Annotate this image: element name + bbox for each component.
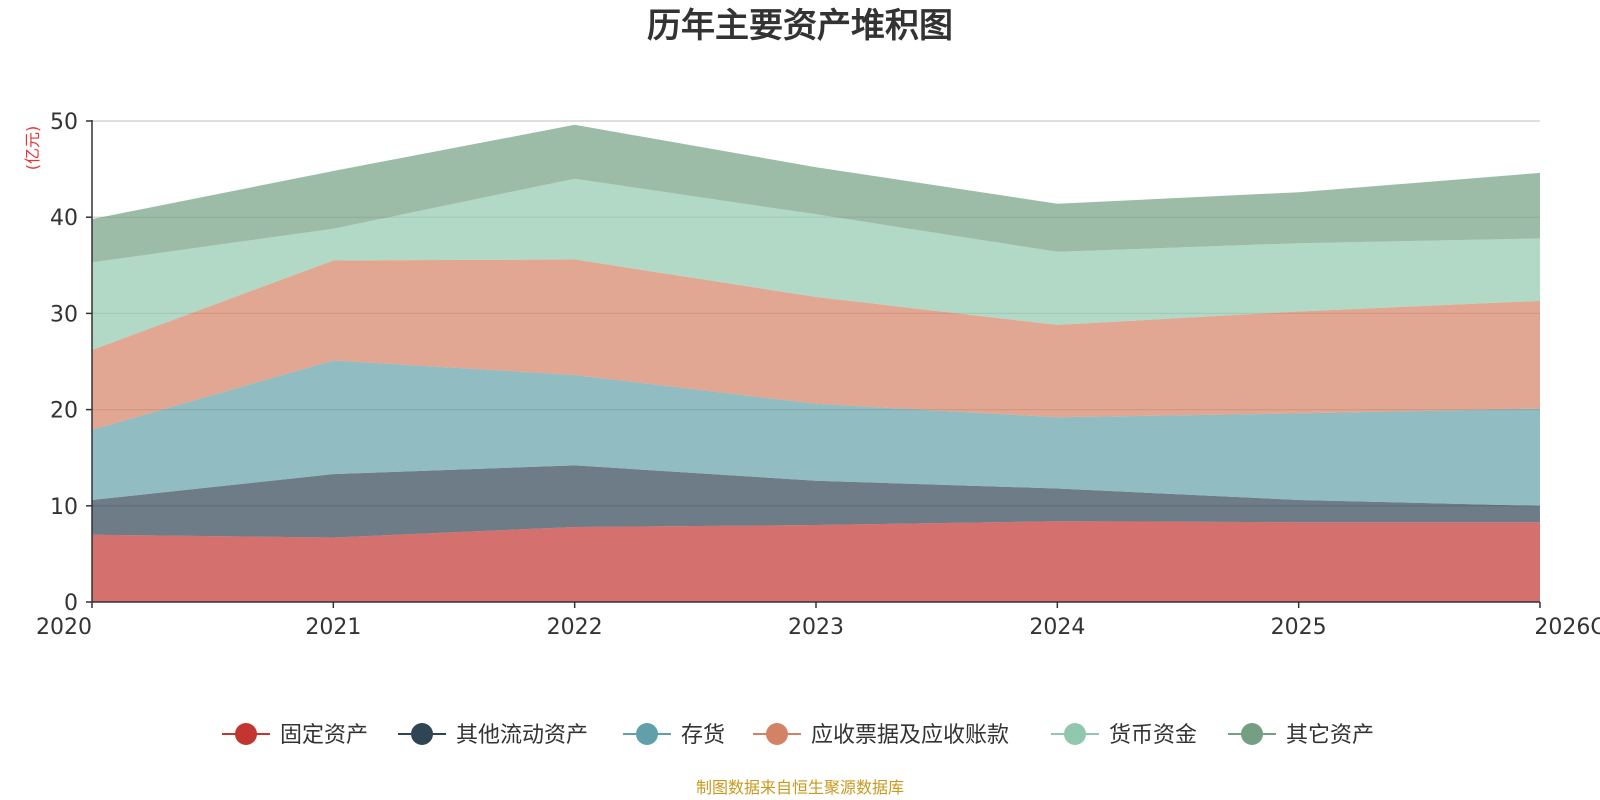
legend-item-2[interactable]: 存货: [623, 723, 725, 748]
y-tick-label-0: 0: [64, 591, 78, 616]
x-tick-label-2: 2022: [547, 615, 603, 640]
area-series-4: [92, 178, 1540, 350]
area-series-3: [92, 259, 1540, 430]
legend-label: 固定资产: [280, 723, 368, 748]
legend-label: 货币资金: [1109, 723, 1197, 748]
y-tick-label-30: 30: [50, 302, 78, 327]
x-tick-label-5: 2025: [1271, 615, 1327, 640]
y-tick-label-50: 50: [50, 110, 78, 135]
y-tick-label-20: 20: [50, 399, 78, 424]
legend-label: 应收票据及应收账款: [811, 723, 1009, 748]
data-source-note: 制图数据来自恒生聚源数据库: [696, 778, 904, 797]
x-tick-label-1: 2021: [305, 615, 361, 640]
legend-marker: [235, 723, 257, 745]
legend-marker: [411, 723, 433, 745]
legend-item-5[interactable]: 其它资产: [1228, 723, 1374, 748]
legend-label: 其它资产: [1286, 723, 1374, 748]
legend-item-3[interactable]: 应收票据及应收账款: [753, 723, 1009, 748]
legend-item-1[interactable]: 其他流动资产: [398, 723, 588, 748]
area-series-1: [92, 465, 1540, 538]
legend: 固定资产 其他流动资产 存货 应收票据及应收账款 货币资金 其它资产: [222, 723, 1374, 748]
area-series-0: [92, 521, 1540, 602]
chart-title: 历年主要资产堆积图: [647, 6, 953, 46]
legend-label: 其他流动资产: [456, 723, 588, 748]
x-tick-label-6: 2026Q1: [1534, 615, 1600, 640]
x-tick-label-3: 2023: [788, 615, 844, 640]
legend-marker: [1064, 723, 1086, 745]
y-tick-label-40: 40: [50, 206, 78, 231]
x-tick-label-0: 2020: [36, 615, 92, 640]
axes: 0 10 20 30 40 50 2020 2021 2022 2023 2024 2025 2026Q…: [36, 110, 1600, 640]
legend-item-4[interactable]: 货币资金: [1051, 723, 1197, 748]
legend-label: 存货: [681, 723, 725, 748]
area-series-5: [92, 124, 1540, 263]
area-series-group: [92, 124, 1540, 602]
legend-marker: [636, 723, 658, 745]
area-series-2: [92, 360, 1540, 506]
y-tick-label-10: 10: [50, 495, 78, 520]
x-tick-label-4: 2024: [1029, 615, 1085, 640]
legend-item-0[interactable]: 固定资产: [222, 723, 368, 748]
legend-marker: [766, 723, 788, 745]
y-axis-unit-label: (亿元): [23, 126, 42, 171]
legend-marker: [1241, 723, 1263, 745]
